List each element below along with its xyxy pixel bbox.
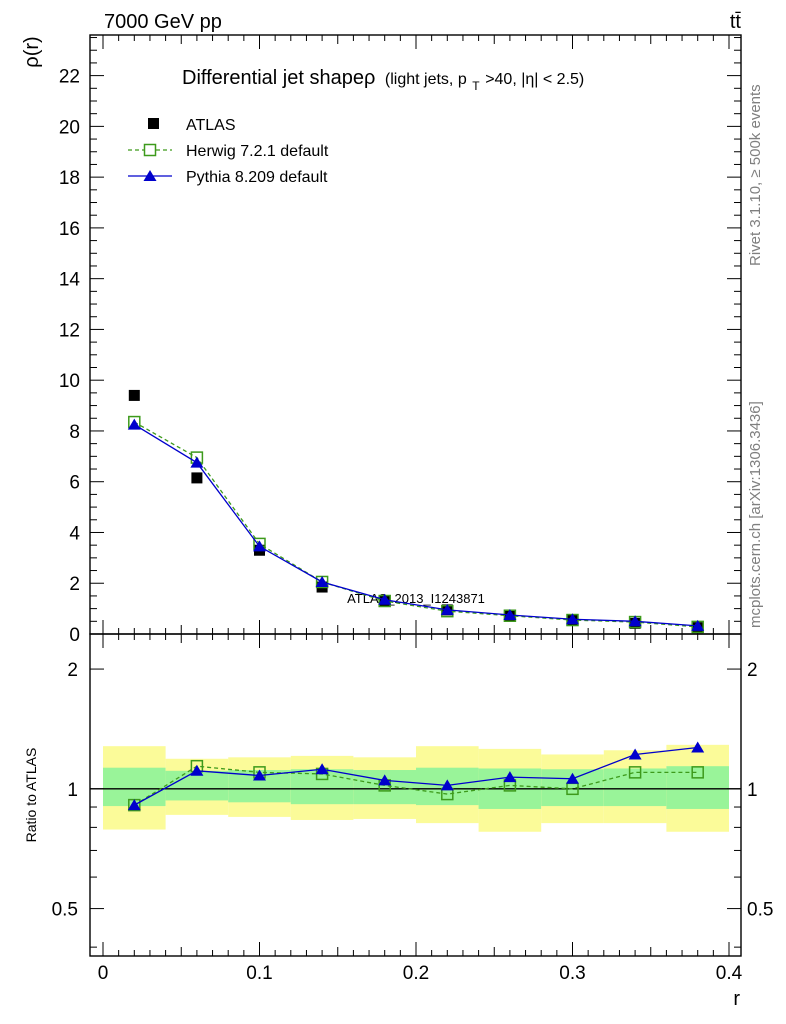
legend-label-pythia: Pythia 8.209 default [186,169,328,186]
chart-title-paren-pre: (light jets, p [385,71,467,88]
ratio-data-point [440,779,454,791]
data-point [378,593,392,605]
ratio-data-point [127,799,141,811]
energy-label: 7000 GeV pp [104,11,222,33]
y-tick-label: 4 [69,523,80,544]
band-inner [290,769,354,805]
ratio-data-point [378,774,392,786]
data-point [628,615,642,627]
data-point [691,619,705,631]
x-tick-label: 0.3 [559,963,585,984]
y-tick-label: 14 [59,270,81,291]
ratio-data-point [628,748,642,760]
data-point [253,540,266,552]
ratio-data-point [691,741,705,753]
ratio-data-point [628,766,642,779]
legend-marker-herwig [143,143,157,157]
chart-title-main: Differential jet shapeρ [182,67,375,89]
series-line [133,424,698,627]
ratio-data-point [315,763,329,775]
data-point [315,575,329,587]
y-axis-label: ρ(r) [21,36,43,67]
data-point [191,472,203,484]
ratio-data-point [190,764,204,776]
ratio-series-line [133,765,698,806]
data-point [190,456,204,468]
ratio-series-herwig [128,759,704,812]
data-point [566,613,579,625]
y-tick-label: 0 [69,625,80,646]
chart-title: Differential jet shapeρ (light jets, p T… [182,67,584,95]
ratio-y-axis-label: Ratio to ATLAS [23,748,39,843]
ratio-y-tick-label-right: 0.5 [747,900,773,921]
ratio-y-tick-label-right: 1 [747,780,758,801]
ratio-y-tick-label: 2 [67,660,78,681]
ratio-series-line [133,746,698,806]
y-tick-label: 18 [59,168,80,189]
process-label: tt̄ [730,11,742,33]
legend: ATLAS Herwig 7.2.1 default Pythia 8.209 … [128,117,329,186]
data-point [127,418,141,430]
ratio-data-point [691,766,704,779]
y-tick-label: 20 [59,117,80,138]
legend-marker-pythia [143,170,157,181]
x-tick-label: 0.4 [716,963,743,984]
chart-title-paren-post: >40, |η| < 2.5) [485,71,584,88]
y-tick-label: 2 [69,574,80,595]
series-pythia [127,418,705,631]
y-tick-label: 10 [59,371,80,392]
rivet-label: Rivet 3.1.10, ≥ 500k events [747,84,764,266]
y-tick-label: 6 [69,473,80,494]
ratio-y-tick-label: 0.5 [52,900,78,921]
data-point [440,603,454,615]
legend-marker-atlas [148,118,159,129]
ratio-series-pythia [127,741,705,811]
ratio-data-point [503,771,517,783]
main-panel: Differential jet shapeρ (light jets, p T… [21,34,742,646]
x-tick-label: 0.1 [246,963,272,984]
legend-label-herwig: Herwig 7.2.1 default [186,143,329,160]
y-tick-label: 16 [59,219,80,240]
y-tick-label: 8 [69,422,80,443]
ratio-y-tick-label: 1 [67,780,78,801]
x-tick-label: 0 [98,963,109,984]
chart-title-paren-sub: T [472,79,480,93]
x-tick-label: 0.2 [403,963,429,984]
y-tick-label: 22 [59,67,80,88]
source-label: mcplots.cern.ch [arXiv:1306.3436] [747,401,764,628]
legend-label-atlas: ATLAS [186,117,236,134]
x-axis-label: r [733,988,740,1010]
ratio-data-point [566,772,579,784]
data-point [503,608,517,620]
ratio-y-tick-label-right: 2 [747,660,758,681]
band-inner [603,768,667,807]
data-point [128,389,140,401]
band-inner [666,766,729,809]
analysis-watermark: ATLAS_2013_I1243871 [347,591,485,606]
ratio-data-point [253,769,266,781]
ratio-panel: Ratio to ATLAS r 0 0.1 0.2 0.3 0.4 0.5 0.5 1 1 2 2 [23,633,773,1010]
y-tick-label: 12 [59,320,80,341]
